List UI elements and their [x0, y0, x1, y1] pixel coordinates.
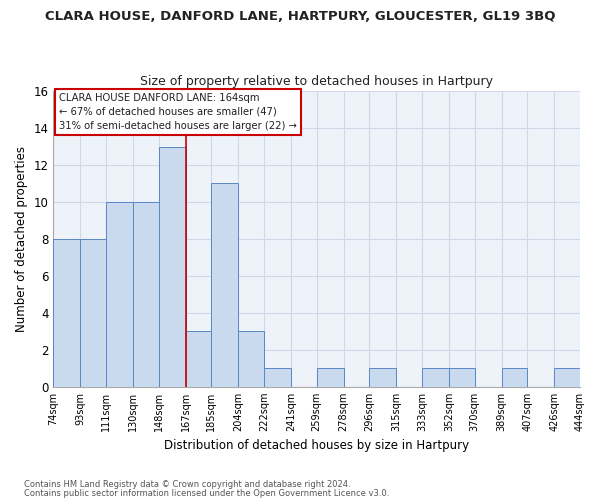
Bar [554, 368, 580, 387]
Bar [186, 332, 211, 387]
Text: Contains public sector information licensed under the Open Government Licence v3: Contains public sector information licen… [24, 488, 389, 498]
Text: Contains HM Land Registry data © Crown copyright and database right 2024.: Contains HM Land Registry data © Crown c… [24, 480, 350, 489]
Bar [80, 239, 106, 387]
X-axis label: Distribution of detached houses by size in Hartpury: Distribution of detached houses by size … [164, 440, 469, 452]
Bar [133, 202, 159, 387]
Bar [422, 368, 449, 387]
Bar [238, 332, 264, 387]
Title: Size of property relative to detached houses in Hartpury: Size of property relative to detached ho… [140, 76, 493, 88]
Bar [370, 368, 397, 387]
Bar [264, 368, 291, 387]
Text: CLARA HOUSE DANFORD LANE: 164sqm
← 67% of detached houses are smaller (47)
31% o: CLARA HOUSE DANFORD LANE: 164sqm ← 67% o… [59, 92, 296, 130]
Bar [159, 146, 186, 387]
Text: CLARA HOUSE, DANFORD LANE, HARTPURY, GLOUCESTER, GL19 3BQ: CLARA HOUSE, DANFORD LANE, HARTPURY, GLO… [45, 10, 555, 23]
Bar [502, 368, 527, 387]
Bar [449, 368, 475, 387]
Bar [106, 202, 133, 387]
Y-axis label: Number of detached properties: Number of detached properties [15, 146, 28, 332]
Bar [317, 368, 344, 387]
Bar [53, 239, 80, 387]
Bar [211, 184, 238, 387]
